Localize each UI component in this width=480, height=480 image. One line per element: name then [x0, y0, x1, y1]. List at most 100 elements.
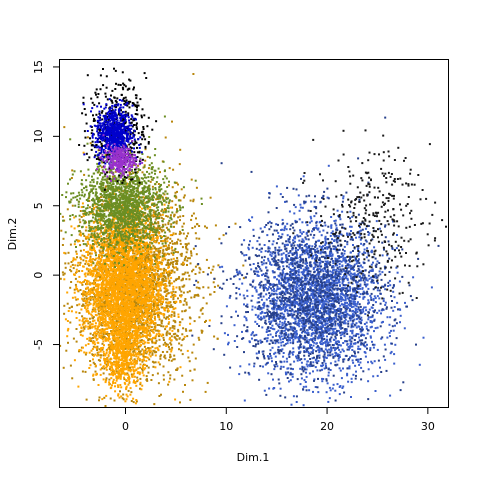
- point: [89, 295, 92, 298]
- point: [139, 228, 142, 231]
- point: [144, 331, 147, 334]
- point: [140, 287, 143, 289]
- point: [178, 276, 181, 279]
- point: [144, 356, 147, 358]
- point: [84, 325, 87, 328]
- point: [161, 303, 163, 306]
- point: [79, 256, 82, 259]
- point: [121, 284, 124, 287]
- point: [91, 288, 94, 291]
- point: [102, 250, 104, 253]
- point: [136, 236, 139, 239]
- point: [164, 223, 167, 226]
- point: [170, 247, 173, 250]
- point: [149, 351, 152, 354]
- point: [117, 309, 120, 312]
- point: [134, 246, 137, 249]
- point: [105, 228, 108, 231]
- point: [89, 273, 92, 276]
- point: [134, 297, 137, 300]
- point: [93, 243, 96, 246]
- point: [85, 398, 88, 401]
- point: [115, 320, 118, 322]
- point: [117, 284, 120, 287]
- point: [175, 211, 178, 214]
- point: [140, 294, 143, 297]
- point: [67, 251, 70, 254]
- point: [92, 374, 95, 377]
- point: [154, 230, 157, 233]
- point: [157, 296, 160, 299]
- point: [157, 361, 160, 364]
- point: [157, 222, 160, 225]
- point: [155, 308, 158, 311]
- point: [124, 306, 127, 309]
- point: [157, 251, 160, 254]
- point: [173, 249, 176, 252]
- point: [132, 249, 134, 252]
- point: [114, 243, 117, 246]
- point: [101, 342, 104, 345]
- point: [99, 297, 102, 299]
- point: [165, 290, 168, 292]
- point: [133, 302, 136, 305]
- point: [186, 259, 189, 262]
- point: [129, 287, 132, 290]
- point: [170, 350, 173, 353]
- point: [146, 341, 149, 344]
- point: [152, 209, 155, 212]
- point: [95, 226, 98, 229]
- point: [119, 262, 121, 265]
- point: [129, 310, 132, 313]
- point: [180, 295, 183, 298]
- point: [168, 314, 171, 317]
- point: [103, 318, 105, 321]
- point: [163, 254, 166, 257]
- point: [76, 289, 79, 292]
- point: [106, 365, 109, 368]
- point: [151, 223, 154, 226]
- point: [167, 184, 170, 187]
- point: [113, 218, 116, 221]
- point: [135, 304, 138, 307]
- point: [105, 302, 108, 305]
- point: [180, 188, 183, 191]
- point: [136, 297, 138, 300]
- point: [145, 254, 148, 257]
- point: [83, 234, 86, 237]
- point: [152, 289, 155, 292]
- point: [143, 321, 145, 324]
- point: [73, 243, 76, 246]
- point: [147, 284, 150, 287]
- point: [84, 279, 86, 282]
- point: [171, 120, 173, 123]
- point: [208, 319, 211, 322]
- point: [92, 378, 95, 381]
- point: [137, 330, 140, 333]
- point: [93, 294, 96, 297]
- point: [102, 224, 105, 226]
- point: [133, 318, 136, 321]
- point: [82, 293, 85, 295]
- point: [153, 205, 156, 207]
- point: [167, 322, 170, 325]
- point: [136, 353, 139, 356]
- point: [96, 232, 99, 235]
- point: [81, 319, 84, 322]
- point: [157, 284, 160, 287]
- point: [119, 268, 122, 271]
- point: [173, 225, 175, 228]
- point: [99, 309, 102, 312]
- point: [123, 286, 126, 289]
- point: [112, 353, 114, 356]
- point: [82, 346, 84, 349]
- point: [106, 240, 109, 243]
- point: [125, 295, 128, 298]
- point: [98, 399, 100, 402]
- point: [104, 294, 107, 297]
- point: [89, 257, 92, 260]
- point: [123, 294, 126, 297]
- point: [75, 268, 78, 271]
- point: [159, 235, 162, 237]
- point: [132, 304, 135, 307]
